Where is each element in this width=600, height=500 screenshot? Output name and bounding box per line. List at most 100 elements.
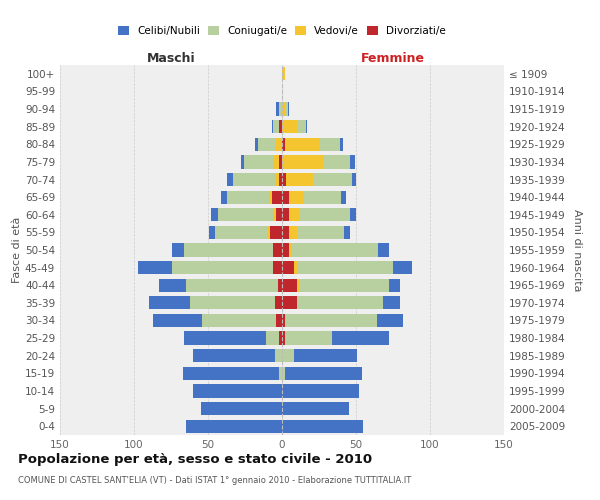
Bar	[172, 261, 273, 274]
Bar	[294, 261, 297, 274]
Bar	[259, 138, 276, 151]
Bar	[297, 120, 305, 134]
Bar	[289, 226, 297, 239]
Bar	[172, 244, 184, 256]
Bar	[275, 296, 282, 310]
Bar	[350, 208, 356, 222]
Bar	[313, 173, 352, 186]
Bar	[183, 366, 279, 380]
Bar	[282, 156, 323, 168]
Bar	[282, 67, 285, 80]
Bar	[282, 332, 285, 344]
Bar	[193, 349, 275, 362]
Bar	[202, 314, 276, 327]
Bar	[273, 120, 279, 134]
Bar	[282, 208, 289, 222]
Bar	[276, 102, 279, 116]
Bar	[350, 156, 355, 168]
Text: Femmine: Femmine	[361, 52, 425, 65]
Bar	[285, 138, 320, 151]
Bar	[294, 349, 358, 362]
Bar	[297, 296, 383, 310]
Bar	[289, 208, 300, 222]
Bar	[269, 190, 272, 204]
Bar	[186, 420, 282, 433]
Bar	[389, 278, 400, 292]
Bar	[184, 244, 273, 256]
Bar	[341, 190, 346, 204]
Bar	[282, 102, 285, 116]
Bar	[393, 261, 412, 274]
Bar	[288, 102, 289, 116]
Bar	[279, 173, 282, 186]
Bar	[378, 244, 389, 256]
Bar	[221, 190, 227, 204]
Bar	[282, 420, 364, 433]
Bar	[282, 261, 294, 274]
Bar	[282, 120, 297, 134]
Bar	[266, 332, 279, 344]
Bar	[344, 226, 350, 239]
Bar	[320, 138, 340, 151]
Bar	[279, 120, 282, 134]
Bar	[279, 102, 282, 116]
Bar	[218, 208, 273, 222]
Bar	[282, 402, 349, 415]
Bar	[377, 314, 403, 327]
Bar	[227, 173, 233, 186]
Bar	[282, 278, 297, 292]
Bar	[282, 349, 294, 362]
Bar	[282, 296, 297, 310]
Bar	[276, 138, 282, 151]
Bar	[297, 226, 344, 239]
Bar	[200, 402, 282, 415]
Bar	[282, 226, 289, 239]
Text: Popolazione per età, sesso e stato civile - 2010: Popolazione per età, sesso e stato civil…	[18, 452, 372, 466]
Bar	[275, 173, 279, 186]
Bar	[279, 366, 282, 380]
Bar	[241, 156, 244, 168]
Bar	[285, 332, 332, 344]
Bar	[272, 190, 282, 204]
Bar	[297, 261, 393, 274]
Bar	[278, 278, 282, 292]
Bar	[340, 138, 343, 151]
Bar	[305, 120, 307, 134]
Bar	[300, 278, 389, 292]
Bar	[285, 314, 377, 327]
Bar	[289, 244, 292, 256]
Bar	[190, 296, 275, 310]
Bar	[323, 156, 350, 168]
Bar	[256, 138, 259, 151]
Bar	[244, 156, 273, 168]
Bar	[193, 384, 282, 398]
Bar	[279, 156, 282, 168]
Bar	[139, 261, 172, 274]
Bar	[282, 138, 285, 151]
Text: Maschi: Maschi	[146, 52, 196, 65]
Bar	[273, 208, 276, 222]
Bar	[267, 226, 270, 239]
Bar	[332, 332, 389, 344]
Bar	[233, 173, 275, 186]
Text: COMUNE DI CASTEL SANT'ELIA (VT) - Dati ISTAT 1° gennaio 2010 - Elaborazione TUTT: COMUNE DI CASTEL SANT'ELIA (VT) - Dati I…	[18, 476, 411, 485]
Bar	[273, 261, 282, 274]
Bar	[300, 208, 350, 222]
Bar	[215, 226, 267, 239]
Bar	[272, 120, 273, 134]
Bar	[286, 173, 313, 186]
Bar	[209, 226, 215, 239]
Bar	[275, 349, 282, 362]
Bar	[282, 190, 289, 204]
Bar	[282, 384, 359, 398]
Bar	[352, 173, 356, 186]
Bar	[292, 244, 378, 256]
Bar	[282, 366, 285, 380]
Bar	[297, 278, 300, 292]
Bar	[149, 296, 190, 310]
Y-axis label: Anni di nascita: Anni di nascita	[572, 209, 582, 291]
Y-axis label: Fasce di età: Fasce di età	[12, 217, 22, 283]
Bar	[211, 208, 218, 222]
Bar	[270, 226, 282, 239]
Bar	[273, 156, 279, 168]
